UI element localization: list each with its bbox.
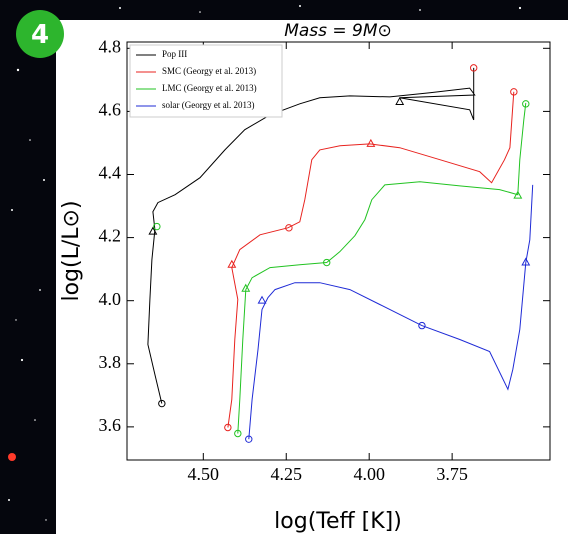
y-tick-label: 4.4 [99, 163, 122, 183]
y-tick-label: 4.0 [99, 289, 122, 309]
legend-label: solar (Georgy et al. 2013) [162, 100, 255, 110]
legend-label: LMC (Georgy et al. 2013) [162, 83, 257, 93]
y-tick-label: 3.6 [99, 415, 122, 435]
x-tick-label: 4.50 [188, 464, 220, 484]
legend-label: SMC (Georgy et al. 2013) [162, 66, 256, 76]
y-axis-label: log(L/L⊙) [59, 200, 84, 301]
legend-label: Pop III [162, 49, 187, 59]
badge-number: 4 [31, 20, 49, 50]
chart-title: Mass = 9M⊙ [284, 21, 392, 41]
x-tick-label: 4.00 [353, 464, 385, 484]
y-tick-label: 4.6 [99, 100, 122, 120]
y-tick-label: 3.8 [99, 352, 122, 372]
x-tick-label: 3.75 [436, 464, 468, 484]
y-tick-label: 4.8 [99, 36, 122, 56]
x-axis-label: log(Teff [K]) [274, 509, 402, 534]
y-tick-label: 4.2 [99, 226, 122, 246]
red-star [8, 453, 16, 461]
x-tick-label: 4.25 [270, 464, 302, 484]
screenshot: 4 Mass = 9M⊙ log(Teff [K]) log(L/L⊙) 3.6… [0, 0, 568, 534]
